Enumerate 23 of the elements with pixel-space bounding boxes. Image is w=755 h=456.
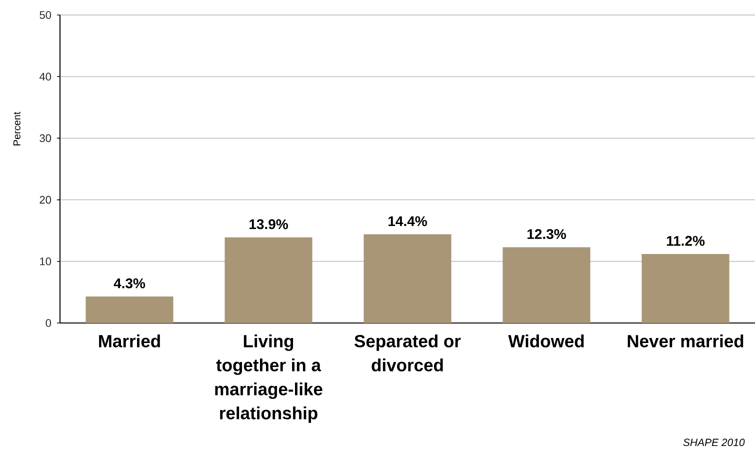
y-axis-title: Percent (13, 112, 20, 146)
y-tick-label: 40 (39, 72, 52, 80)
data-label: 14.4% (388, 216, 427, 226)
data-label: 12.3% (528, 229, 566, 240)
y-tick-label: 20 (40, 196, 52, 204)
x-tick-label: Widowed (508, 334, 584, 348)
y-tick-label: 10 (40, 258, 52, 266)
y-tick-label: 50 (40, 11, 52, 19)
bar (642, 254, 730, 323)
data-label: 13.9% (250, 219, 288, 230)
bar (224, 237, 312, 323)
y-tick-label: 30 (40, 134, 52, 142)
x-tick-label: Married (99, 334, 160, 348)
bar (364, 234, 452, 323)
bar (502, 247, 590, 323)
x-tick-label: Never married (628, 334, 744, 348)
data-label: 11.2% (666, 236, 705, 246)
data-label: 4.3% (114, 278, 146, 288)
y-tick-label: 0 (46, 319, 52, 327)
x-tick-label: Separated or divorced (354, 334, 461, 372)
bar (86, 296, 174, 323)
x-tick-label: Living together in a marriage-like relationship (215, 334, 322, 423)
text: SHAPE 2010 (683, 438, 745, 446)
